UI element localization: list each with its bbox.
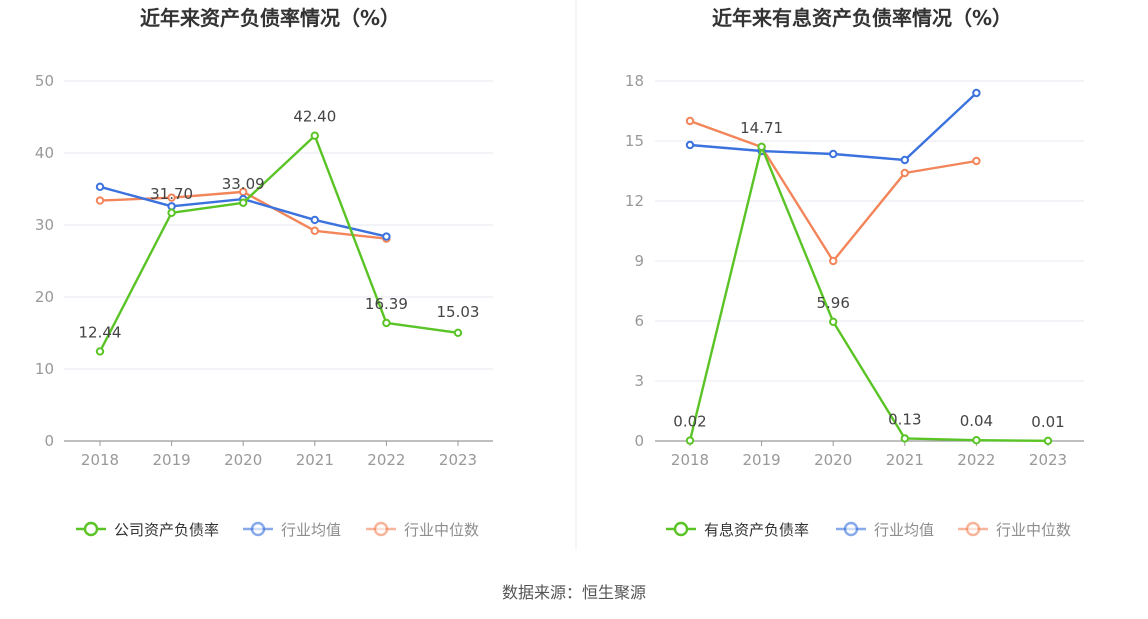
data-point: [310, 215, 319, 225]
x-tick-label: 2018: [671, 451, 709, 469]
data-point: [95, 347, 105, 356]
legend-label: 行业均值: [874, 521, 934, 539]
data-point: [757, 142, 766, 152]
x-tick-label: 2019: [743, 451, 781, 469]
data-point: [685, 116, 695, 126]
legend-label: 行业中位数: [996, 521, 1071, 539]
legend-label: 有息资产负债率: [704, 521, 809, 539]
y-tick-label: 0: [634, 432, 644, 450]
chart-panel-debt-ratio: 近年来资产负债率情况（%） 0 10 20 30 40 50 2018 2019 2020 202…: [35, 6, 493, 539]
data-label: 0.02: [673, 413, 706, 431]
legend-item[interactable]: 行业均值: [243, 521, 341, 539]
x-tick-label: 2019: [153, 451, 191, 469]
data-label: 5.96: [816, 294, 849, 312]
y-tick-label: 15: [625, 132, 644, 150]
data-label: 42.40: [293, 108, 336, 126]
data-point: [972, 436, 981, 445]
data-point: [382, 318, 391, 328]
x-tick-label: 2021: [886, 451, 924, 469]
legend-label: 行业中位数: [404, 521, 479, 539]
legend-item[interactable]: 行业均值: [836, 521, 934, 539]
y-tick-label: 12: [625, 192, 644, 210]
data-label: 0.01: [1031, 413, 1064, 431]
data-point: [310, 226, 319, 235]
data-label: 16.39: [365, 295, 408, 313]
y-tick-label: 3: [634, 372, 644, 390]
legend-label: 公司资产负债率: [114, 521, 219, 539]
y-tick-label: 6: [634, 312, 644, 330]
series-line: [688, 145, 1049, 442]
data-point: [829, 256, 838, 266]
legend-marker: [373, 521, 389, 537]
x-tick-label: 2023: [1029, 451, 1067, 469]
data-point: [900, 155, 909, 165]
data-label: 31.70: [150, 185, 193, 203]
data-label: 33.09: [222, 175, 265, 193]
data-point: [829, 149, 838, 159]
data-point: [1043, 436, 1053, 445]
data-point: [900, 168, 909, 178]
x-tick-label: 2022: [957, 451, 995, 469]
series-line: [689, 119, 977, 263]
y-tick-label: 9: [634, 252, 644, 270]
y-tick-label: 30: [35, 216, 54, 234]
data-point: [453, 328, 463, 337]
data-label: 0.04: [960, 412, 993, 430]
x-tick-label: 2021: [296, 451, 334, 469]
data-point: [685, 436, 695, 445]
data-point: [382, 232, 391, 241]
y-tick-label: 10: [35, 360, 54, 378]
legend-marker: [965, 521, 981, 537]
chart-title: 近年来有息资产负债率情况（%）: [712, 6, 1012, 30]
data-point: [239, 198, 248, 207]
data-point: [829, 317, 838, 326]
data-point: [900, 434, 909, 443]
x-tick-label: 2020: [814, 451, 852, 469]
y-tick-label: 50: [35, 72, 54, 90]
data-point: [167, 208, 176, 217]
data-point: [167, 202, 176, 211]
legend-marker: [83, 521, 99, 537]
legend-marker: [843, 521, 859, 537]
legend-marker: [673, 521, 689, 537]
legend-item[interactable]: 行业中位数: [366, 521, 479, 539]
data-point: [972, 156, 981, 166]
legend-item[interactable]: 有息资产负债率: [666, 521, 809, 539]
y-tick-label: 18: [625, 72, 644, 90]
data-point: [95, 196, 105, 205]
x-tick-label: 2020: [224, 451, 262, 469]
data-label: 15.03: [437, 303, 480, 321]
legend-label: 行业均值: [281, 521, 341, 539]
legend-marker: [250, 521, 266, 537]
y-tick-label: 20: [35, 288, 54, 306]
data-point: [972, 88, 981, 98]
x-tick-label: 2018: [81, 451, 119, 469]
y-tick-label: 0: [44, 432, 54, 450]
x-tick-label: 2022: [367, 451, 405, 469]
chart-title: 近年来资产负债率情况（%）: [140, 6, 400, 30]
data-label: 0.13: [888, 410, 921, 428]
series-line: [98, 134, 459, 352]
chart-panel-interest-debt-ratio: 近年来有息资产负债率情况（%） 0 3 6 9 12 15 18 2018 2019 2020 20…: [625, 6, 1084, 539]
data-point: [685, 140, 695, 150]
data-point: [95, 182, 105, 192]
source-note: 数据来源：恒生聚源: [502, 583, 646, 602]
data-label: 12.44: [79, 323, 122, 341]
data-label: 14.71: [740, 119, 783, 137]
data-point: [167, 193, 176, 202]
data-point: [310, 131, 319, 140]
y-tick-label: 40: [35, 144, 54, 162]
legend-item[interactable]: 公司资产负债率: [76, 521, 219, 539]
legend-item[interactable]: 行业中位数: [958, 521, 1071, 539]
x-tick-label: 2023: [439, 451, 477, 469]
